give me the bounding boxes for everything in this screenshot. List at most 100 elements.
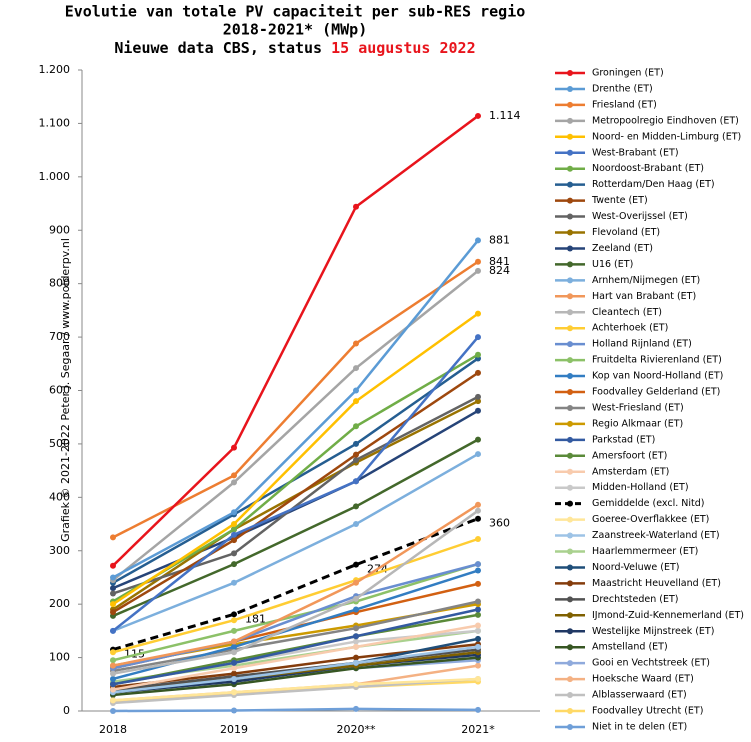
legend-label: Drechtsteden (ET) [592,594,678,605]
data-point [353,681,359,688]
data-point [353,654,359,661]
legend-label: Amersfoort (ET) [592,450,667,461]
data-point [353,606,359,613]
series-line [112,239,479,579]
data-point [353,478,359,485]
legend-marker [567,612,573,619]
legend-marker [567,293,573,300]
legend-marker [567,676,573,683]
legend-marker [567,165,573,172]
legend-marker [567,101,573,108]
data-point [353,705,359,712]
data-point [231,550,237,557]
series-line [112,503,479,667]
data-point [110,681,116,688]
legend-label: Niet in te delen (ET) [592,721,687,732]
y-tick-label: 100 [49,651,70,664]
legend-label: West-Overijssel (ET) [592,211,688,222]
legend-label: Holland Rijnland (ET) [592,339,692,350]
legend-label: Parkstad (ET) [592,434,655,445]
legend-marker [567,373,573,380]
data-point [353,579,359,586]
data-point [475,112,481,119]
legend-marker [567,357,573,364]
legend-marker [567,229,573,236]
data-point [475,627,481,634]
legend-label: Gooi en Vechtstreek (ET) [592,658,710,669]
data-point [231,479,237,486]
legend-label: Arnhem/Nijmegen (ET) [592,275,700,286]
data-point [475,507,481,514]
legend-marker [567,197,573,204]
legend-label: Hart van Brabant (ET) [592,291,696,302]
series-line [112,650,479,691]
y-tick-label: 600 [49,384,70,397]
data-point [110,609,116,616]
legend-marker [567,532,573,539]
data-point [353,440,359,447]
data-point [231,579,237,586]
legend-label: Metropoolregio Eindhoven (ET) [592,115,739,126]
status-date: 15 augustus 2022 [331,39,476,57]
data-point [353,638,359,645]
data-point [475,334,481,341]
legend-label: U16 (ET) [592,259,633,270]
data-point [231,561,237,568]
legend-marker [567,309,573,316]
series-line [112,537,479,654]
legend-label: Haarlemmermeer (ET) [592,546,698,557]
legend-label: Zeeland (ET) [592,243,653,254]
legend-marker [567,325,573,332]
data-point [475,580,481,587]
legend-label: Achterhoek (ET) [592,323,668,334]
data-point [231,649,237,656]
y-tick-label: 0 [63,704,70,717]
data-point [110,675,116,682]
data-point [110,534,116,541]
legend-label: Regio Alkmaar (ET) [592,418,683,429]
series-line [112,645,479,694]
series-line [112,613,479,686]
chart-title: Evolutie van totale PV capaciteit per su… [65,3,526,21]
data-point [475,501,481,508]
data-point [231,611,237,618]
y-tick-label: 1.100 [39,116,71,129]
legend-label: Flevoland (ET) [592,227,660,238]
data-point [110,627,116,634]
status-text: Nieuwe data CBS, status [114,39,322,57]
legend-label: Midden-Holland (ET) [592,482,689,493]
data-point [475,561,481,568]
legend-marker [567,261,573,268]
data-point [353,521,359,528]
data-point [231,627,237,634]
data-point [475,451,481,458]
series-line [112,452,479,633]
x-tick-label: 2020** [337,723,376,736]
legend-marker [567,117,573,124]
legend-marker [567,500,573,507]
legend-label: Noordoost-Brabant (ET) [592,163,704,174]
legend-label: Westelijke Mijnstreek (ET) [592,626,714,637]
series-line [112,608,479,686]
legend-label: Friesland (ET) [592,99,657,110]
series-line [112,707,479,713]
y-tick-label: 400 [49,490,70,503]
data-point [475,675,481,682]
series-line [112,624,479,691]
legend-marker [567,404,573,411]
data-point [475,351,481,358]
data-point [110,686,116,693]
y-tick-label: 500 [49,437,70,450]
legend-marker [567,436,573,443]
data-point [231,472,237,479]
legend-marker [567,389,573,395]
data-point [475,643,481,650]
data-point [110,657,116,664]
data-point [231,707,237,714]
legend-marker [567,341,573,348]
series-line [112,409,479,590]
data-point [110,590,116,597]
data-point [353,561,359,568]
legend-marker [567,692,573,699]
